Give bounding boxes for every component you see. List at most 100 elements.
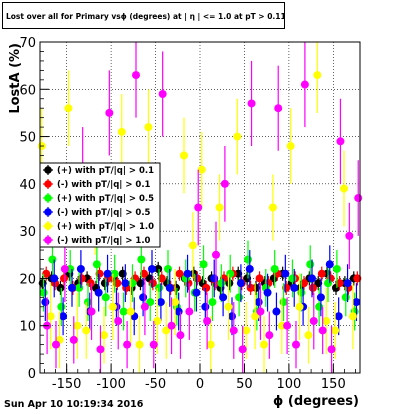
data-point (108, 302, 117, 311)
data-point (50, 274, 59, 283)
data-point (286, 142, 295, 151)
data-point (84, 298, 92, 307)
data-point (77, 274, 86, 283)
legend-marker (44, 194, 52, 202)
legend-label: (+) with pT/|q| > 1.0 (57, 222, 154, 232)
data-point (336, 137, 345, 146)
legend-label: (-) with pT/|q| > 1.0 (57, 236, 151, 246)
data-point (242, 326, 251, 335)
series-4 (37, 42, 357, 373)
data-point (87, 307, 96, 316)
data-point (297, 288, 306, 297)
data-point (162, 326, 171, 335)
data-point (306, 260, 315, 269)
plot-title: Lost over all for Primary vsϕ (degrees) … (2, 2, 285, 29)
data-point (282, 283, 291, 292)
data-point (268, 203, 277, 212)
data-point (171, 298, 180, 307)
data-point (313, 71, 322, 80)
data-point (103, 269, 112, 278)
data-point (272, 307, 281, 316)
data-point (69, 335, 78, 344)
data-point (113, 279, 122, 288)
data-point (348, 312, 357, 321)
series-group (37, 42, 363, 373)
data-point (322, 316, 331, 325)
data-point (279, 298, 288, 307)
data-point (324, 279, 332, 288)
data-point (290, 283, 299, 292)
y-tick-label: 20 (19, 272, 36, 287)
data-point (315, 302, 324, 311)
data-point (132, 71, 140, 80)
data-point (288, 274, 297, 283)
data-point (121, 279, 130, 288)
data-point (308, 274, 316, 283)
data-point (325, 260, 334, 269)
data-point (309, 316, 318, 325)
y-tick-label: 0 (28, 367, 36, 382)
data-point (101, 293, 110, 302)
data-point (341, 293, 350, 302)
data-point (154, 264, 163, 273)
data-point (183, 269, 192, 278)
data-point (192, 288, 201, 297)
data-point (149, 340, 158, 349)
data-point (157, 274, 166, 283)
data-point (334, 312, 343, 321)
y-tick-label: 30 (19, 225, 36, 240)
data-point (167, 321, 176, 330)
data-point (295, 302, 304, 311)
x-tick-label: -100 (96, 377, 126, 392)
data-point (185, 307, 194, 316)
y-tick-label: 50 (19, 131, 36, 146)
data-point (114, 316, 123, 325)
data-point (41, 298, 50, 307)
data-point (193, 274, 202, 283)
y-tick-label: 10 (19, 320, 36, 335)
y-axis-label: LostA (%) (8, 43, 23, 114)
data-point (215, 203, 224, 212)
data-point (210, 274, 219, 283)
data-point (118, 269, 127, 278)
data-point (123, 340, 132, 349)
data-point (148, 279, 157, 288)
data-point (208, 298, 217, 307)
data-point (94, 288, 103, 297)
data-point (164, 264, 172, 273)
timestamp: Sun Apr 10 10:19:34 2016 (4, 399, 144, 410)
data-point (60, 264, 69, 273)
data-point (82, 326, 91, 335)
data-point (140, 302, 149, 311)
data-point (158, 90, 167, 99)
data-point (194, 203, 203, 212)
data-point (76, 264, 85, 273)
data-point (105, 108, 114, 117)
data-point (244, 255, 252, 264)
y-tick-label: 70 (19, 36, 36, 51)
data-point (139, 293, 148, 302)
data-point (233, 132, 242, 141)
legend-box (39, 162, 161, 248)
data-point (251, 312, 260, 321)
data-point (316, 293, 325, 302)
data-point (281, 269, 290, 278)
data-point (148, 264, 156, 273)
data-point (226, 269, 235, 278)
data-point (180, 151, 188, 160)
data-point (229, 326, 238, 335)
data-point (174, 307, 183, 316)
legend-marker (44, 222, 52, 230)
data-point (265, 331, 274, 340)
data-point (243, 274, 252, 283)
data-point (201, 302, 210, 311)
data-point (86, 279, 95, 288)
data-point (146, 298, 155, 307)
axes: -150 -100 -50 0 50 100 150 0 10 20 30 40 50 60 70 (19, 36, 356, 392)
data-point (42, 269, 51, 278)
data-point (46, 312, 55, 321)
legend-label: (-) with pT/|q| > 0.5 (57, 208, 151, 218)
data-point (203, 316, 212, 325)
x-tick-label: 100 (276, 377, 301, 392)
